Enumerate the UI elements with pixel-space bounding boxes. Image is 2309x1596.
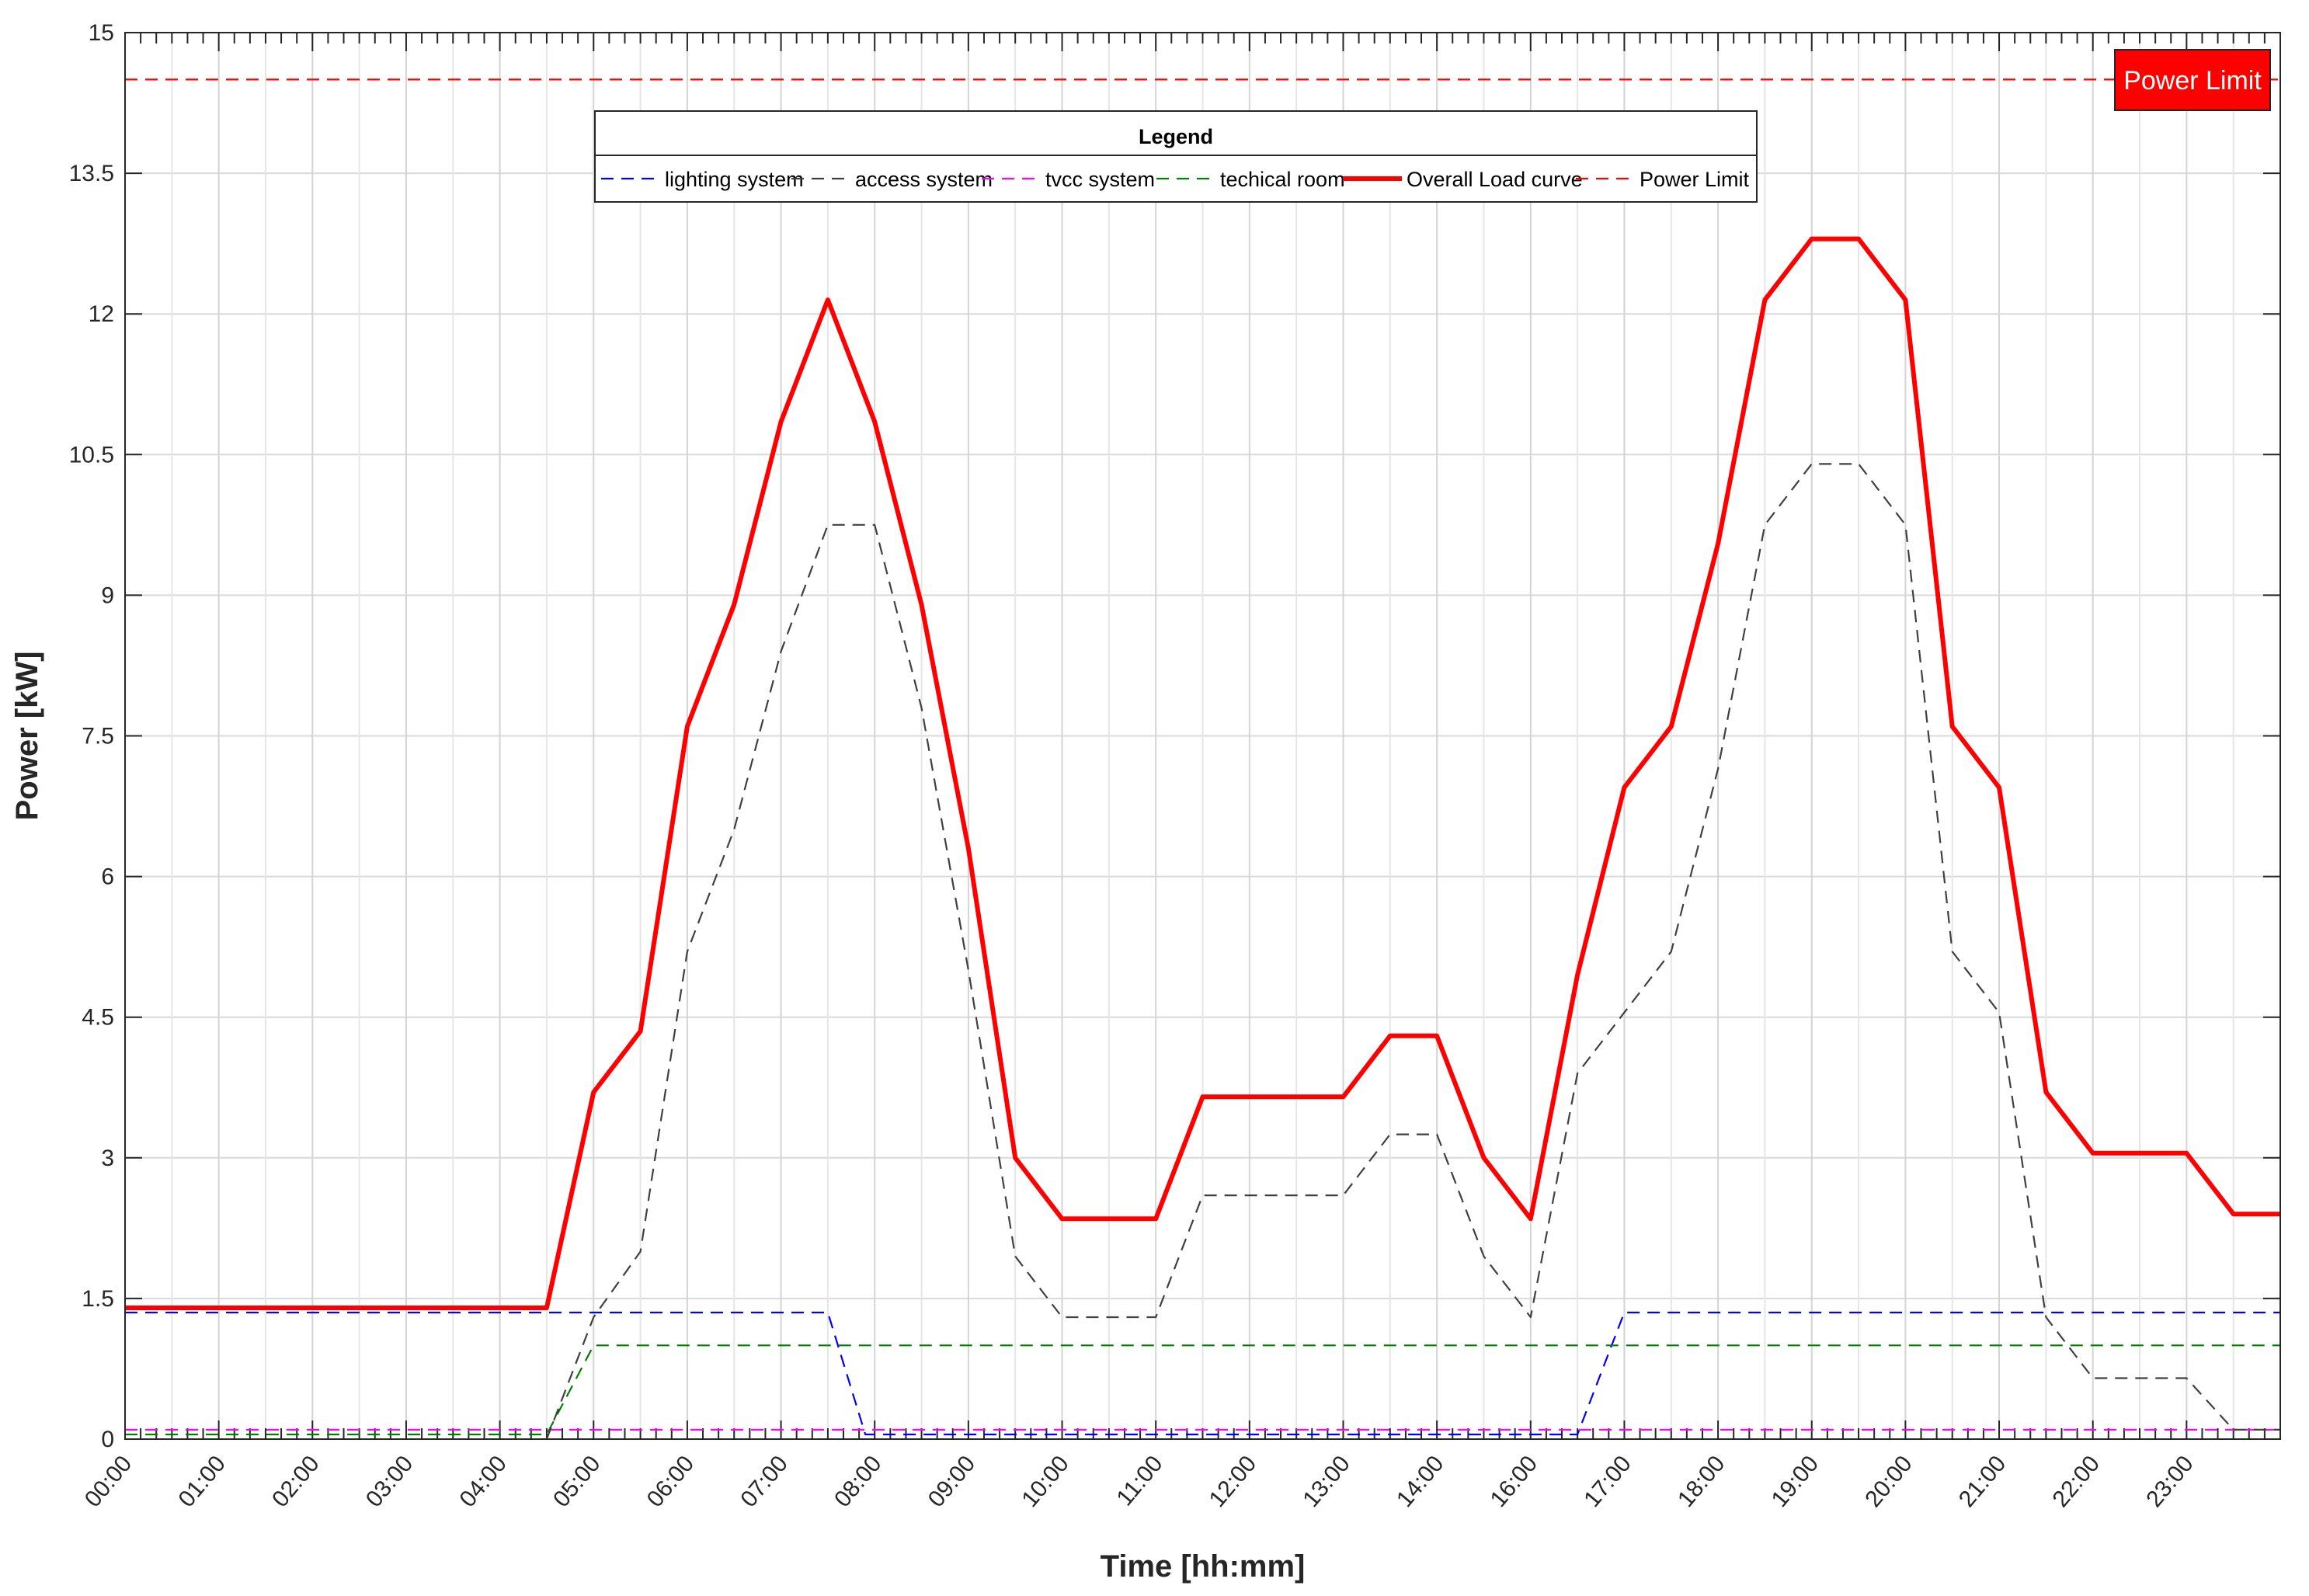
plot-frame xyxy=(124,32,2281,1440)
legend-entry-label: techical room xyxy=(1220,168,1345,191)
y-tick-labels: 0 1.5 3 4.5 6 7.5 9 10.5 12 13.5 15 xyxy=(69,20,114,1452)
y-tick-label: 3 xyxy=(101,1146,114,1171)
y-tick-label: 10.5 xyxy=(69,442,114,468)
y-tick-label: 13.5 xyxy=(69,161,114,186)
legend-entry-label: Power Limit xyxy=(1640,168,1750,191)
legend-entry-label: tvcc system xyxy=(1045,168,1155,191)
series-line-lighting-system xyxy=(125,1311,2280,1436)
y-tick-label: 9 xyxy=(101,582,114,608)
legend-entry-label: Overall Load curve xyxy=(1407,168,1583,191)
legend: Legend lighting system access system tvcc s… xyxy=(594,110,1758,203)
legend-entry-label: lighting system xyxy=(665,168,804,191)
series-lines xyxy=(125,78,2280,1440)
y-tick-label: 12 xyxy=(89,301,114,327)
y-axis-title: Power [kW] xyxy=(10,652,44,821)
y-tick-label: 7.5 xyxy=(82,724,114,749)
legend-box xyxy=(594,110,1758,203)
legend-title: Legend xyxy=(1139,125,1213,148)
power-limit-annotation: Power Limit xyxy=(2114,49,2271,111)
y-tick-label: 0 xyxy=(101,1427,114,1452)
legend-entry-label: access system xyxy=(855,168,993,191)
x-axis-title: Time [hh:mm] xyxy=(1101,1549,1306,1584)
axis-ticks xyxy=(124,32,2281,1440)
y-tick-label: 4.5 xyxy=(82,1005,114,1031)
power-limit-badge-label: Power Limit xyxy=(2123,66,2262,96)
series-line-overall-load-curve xyxy=(125,236,2280,1310)
y-tick-label: 15 xyxy=(89,20,114,46)
power-limit-badge xyxy=(2114,49,2271,111)
series-line-techical-room xyxy=(125,1344,2280,1436)
y-tick-label: 1.5 xyxy=(82,1286,114,1312)
y-tick-label: 6 xyxy=(101,864,114,890)
series-line-access-system xyxy=(545,463,2280,1440)
